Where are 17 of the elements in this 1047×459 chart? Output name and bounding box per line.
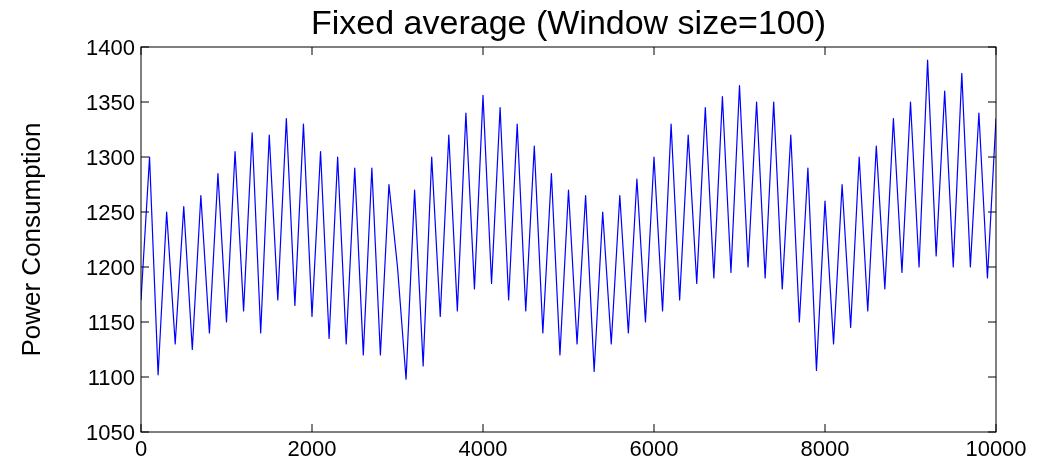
y-tick-label: 1050 — [86, 420, 135, 445]
y-tick-label: 1200 — [86, 255, 135, 280]
x-tick-label: 2000 — [287, 436, 337, 459]
line-series — [141, 59, 996, 380]
x-tick-label: 0 — [134, 436, 148, 459]
y-tick-label: 1100 — [87, 365, 135, 390]
x-tick-label: 6000 — [629, 436, 679, 459]
y-tick-label: 1250 — [86, 200, 135, 225]
y-tick-label: 1350 — [86, 90, 135, 115]
chart-title: Fixed average (Window size=100) — [311, 3, 826, 41]
x-tick-label: 8000 — [800, 436, 850, 459]
x-tick-label: 4000 — [458, 436, 508, 459]
x-tick-label: 10000 — [965, 436, 1027, 459]
y-axis-title: Power Consumption — [16, 122, 46, 357]
y-tick-label: 1150 — [87, 310, 135, 335]
y-tick-label: 1400 — [86, 35, 135, 60]
y-tick-label: 1300 — [86, 145, 135, 170]
